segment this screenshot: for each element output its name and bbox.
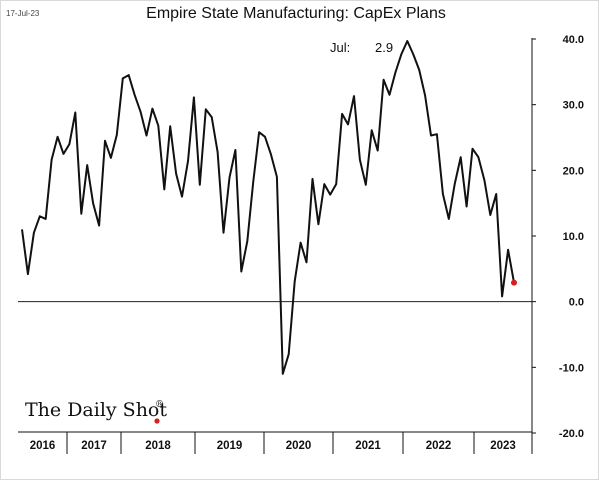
y-tick-label: 0.0 xyxy=(569,297,584,309)
y-tick-label: -20.0 xyxy=(559,428,584,440)
y-tick-label: 30.0 xyxy=(563,100,584,112)
y-tick-label: 10.0 xyxy=(563,231,584,243)
brand-logo: The Daily Shot ® xyxy=(25,399,167,424)
last-value-point xyxy=(511,279,517,286)
x-year-label: 2021 xyxy=(355,440,381,452)
x-year-label: 2023 xyxy=(490,440,516,452)
brand-mark: ® xyxy=(155,400,164,410)
x-labels: 2016 2017 2018 2019 2020 2021 2022 2023 xyxy=(30,432,533,454)
series-line xyxy=(21,40,515,375)
chart-title: Empire State Manufacturing: CapEx Plans xyxy=(146,5,446,22)
y-tick-label: 20.0 xyxy=(563,165,584,177)
annotation-value: 2.9 xyxy=(375,40,393,55)
x-year-label: 2016 xyxy=(30,440,56,452)
x-year-label: 2022 xyxy=(426,440,452,452)
brand-name: The Daily Shot xyxy=(25,399,167,421)
y-tick-label: 40.0 xyxy=(563,34,584,46)
series-layer xyxy=(21,40,517,375)
x-year-label: 2017 xyxy=(81,440,107,452)
x-year-label: 2019 xyxy=(217,440,243,452)
y-ticks: -20.0 -10.0 0.0 10.0 20.0 30.0 40.0 xyxy=(532,34,584,440)
brand-dot xyxy=(154,418,160,424)
date-stamp: 17-Jul-23 xyxy=(6,9,40,18)
annotation-label: Jul: xyxy=(330,40,350,55)
x-year-label: 2018 xyxy=(145,440,171,452)
x-year-label: 2020 xyxy=(286,440,312,452)
y-tick-label: -10.0 xyxy=(559,362,584,374)
